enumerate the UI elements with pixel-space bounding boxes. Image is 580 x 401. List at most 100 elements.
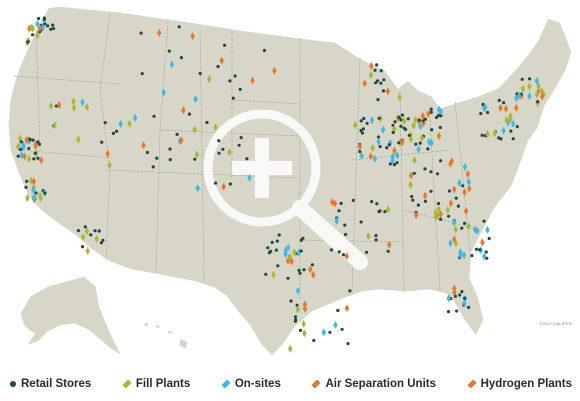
air-separation-units-marker <box>39 156 44 165</box>
air-separation-units-marker <box>344 252 349 261</box>
on-sites-marker <box>132 113 138 122</box>
retail-stores-marker <box>205 120 209 125</box>
retail-stores-marker <box>365 250 369 254</box>
retail-stores-marker <box>509 129 513 133</box>
retail-stores-marker <box>411 198 415 202</box>
legend-item-air-separation-units: Air Separation Units <box>311 378 436 390</box>
retail-stores-marker <box>480 133 484 137</box>
retail-stores-marker <box>274 248 278 252</box>
on-sites-marker <box>416 145 421 154</box>
retail-stores-marker <box>511 137 515 141</box>
retail-stores-marker <box>485 256 489 260</box>
air-separation-units-marker <box>219 56 224 65</box>
fill-plants-marker <box>433 213 438 222</box>
retail-stores-marker <box>30 33 35 37</box>
air-separation-units-marker <box>392 146 397 155</box>
on-sites-marker <box>390 156 395 165</box>
retail-stores-marker <box>337 209 341 213</box>
retail-stores-marker <box>155 156 159 160</box>
air-separation-units-marker <box>413 211 419 220</box>
contiguous-us-landmass <box>7 5 573 357</box>
air-separation-units-marker <box>302 300 308 309</box>
fill-plants-marker <box>292 248 297 257</box>
retail-stores-marker <box>453 294 457 298</box>
air-separation-units-marker <box>452 284 457 293</box>
legend-item-hydrogen-plants: Hydrogen Plants <box>467 378 572 390</box>
retail-stores-marker <box>168 147 172 151</box>
fill-plants-marker <box>534 90 540 99</box>
retail-stores-marker <box>429 110 433 114</box>
air-separation-units-marker <box>190 32 195 41</box>
retail-stores-marker <box>438 125 442 130</box>
retail-stores-marker <box>269 249 273 253</box>
air-separation-units-marker <box>344 304 350 313</box>
fill-plants-marker <box>352 121 358 130</box>
retail-stores-marker <box>33 151 37 155</box>
air-separation-units-marker <box>387 240 392 249</box>
retail-stores-marker <box>312 338 316 343</box>
retail-stores-marker <box>375 202 379 206</box>
retail-stores-marker <box>429 189 433 193</box>
on-sites-marker <box>380 125 386 134</box>
on-sites-marker <box>369 116 375 125</box>
retail-stores-marker <box>395 161 399 165</box>
retail-stores-marker <box>502 101 506 105</box>
fill-plants-marker <box>76 135 81 144</box>
fill-plants-marker <box>37 191 43 200</box>
retail-stores-marker <box>76 229 80 233</box>
fill-plants-marker <box>419 133 425 142</box>
retail-stores-marker <box>439 114 443 118</box>
retail-stores-marker <box>193 157 197 161</box>
retail-stores-marker <box>463 296 467 300</box>
retail-stores-marker <box>388 162 392 166</box>
retail-stores-marker <box>93 229 97 233</box>
retail-stores-marker <box>233 74 237 78</box>
on-sites-marker <box>372 154 378 163</box>
on-sites-marker <box>458 251 463 260</box>
retail-stores-marker <box>262 48 266 53</box>
retail-stores-marker <box>302 268 306 272</box>
retail-stores-marker <box>412 171 416 175</box>
air-separation-units-marker <box>463 207 469 216</box>
fill-plants-marker <box>385 205 391 214</box>
on-sites-marker <box>461 251 467 260</box>
fill-plants-marker <box>71 97 76 106</box>
retail-stores-marker <box>407 133 411 137</box>
retail-stores-marker <box>436 201 441 206</box>
fill-plants-marker <box>48 102 54 111</box>
air-separation-units-marker <box>368 152 373 161</box>
retail-stores-marker <box>237 143 241 147</box>
air-separation-units-marker <box>408 171 414 180</box>
retail-stores-marker <box>228 79 232 83</box>
retail-stores-marker <box>341 253 345 257</box>
retail-stores-marker <box>293 315 298 319</box>
air-separation-units-marker <box>448 199 453 208</box>
retail-stores-marker <box>378 209 382 213</box>
on-sites-marker <box>395 151 400 160</box>
retail-stores-marker <box>460 290 464 294</box>
air-separation-units-marker <box>56 100 62 109</box>
retail-stores-marker <box>397 141 401 145</box>
legend-label-hydrogen-plants: Hydrogen Plants <box>480 378 572 390</box>
air-separation-units-marker <box>420 112 426 121</box>
fill-plants-marker <box>71 103 77 112</box>
retail-stores-marker <box>89 233 93 237</box>
retail-stores-marker <box>43 191 47 195</box>
retail-stores-marker <box>386 249 390 253</box>
retail-stores-marker <box>393 120 397 124</box>
retail-stores-marker <box>175 132 179 136</box>
retail-stores-marker <box>49 27 53 31</box>
fill-plants-marker <box>288 344 293 353</box>
fill-plants-marker <box>453 225 458 234</box>
fill-plant-diamond-icon <box>122 379 132 389</box>
retail-stores-marker <box>217 151 221 155</box>
on-sites-marker <box>21 141 26 150</box>
map[interactable]: ©2017 CALIPER <box>0 0 580 365</box>
on-sites-marker <box>247 173 252 182</box>
fill-plants-marker <box>539 87 545 96</box>
air-separation-units-marker <box>141 141 146 150</box>
retail-stores-marker <box>34 191 38 195</box>
on-site-diamond-icon <box>221 379 231 389</box>
retail-stores-marker <box>328 330 332 334</box>
retail-stores-marker <box>101 238 105 242</box>
